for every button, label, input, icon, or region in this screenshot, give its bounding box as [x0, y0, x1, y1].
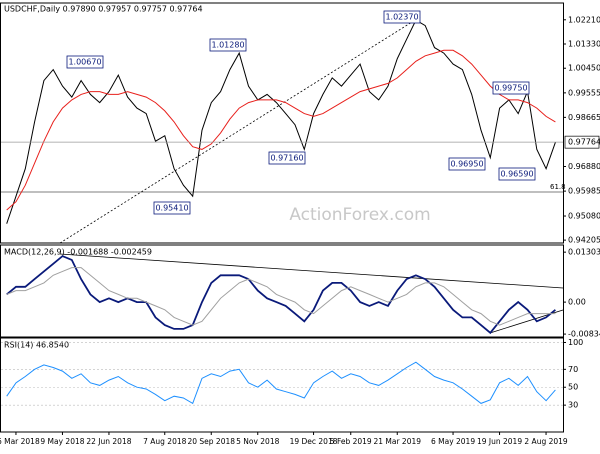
series-line	[6, 255, 556, 335]
x-tick-label: 5 Feb 2019	[330, 437, 372, 446]
annotation: 1.02370	[385, 13, 418, 22]
x-tick-label: 19 Jun 2019	[477, 437, 522, 446]
x-tick-label: 21 Mar 2019	[373, 437, 421, 446]
x-tick-label: 5 Nov 2018	[236, 437, 279, 446]
last-price-box	[564, 135, 600, 149]
y-tick-label: 0.00	[568, 298, 586, 307]
x-tick-label: 22 Jun 2018	[86, 437, 131, 446]
y-tick-label: 0.96880	[568, 162, 600, 171]
macd-trend	[59, 253, 564, 289]
annotation-box	[498, 167, 536, 181]
rsi-title: RSI(14) 46.8540	[4, 341, 69, 350]
trend-line	[59, 16, 421, 244]
annotation: 0.95410	[155, 204, 188, 213]
x-tick-label: 26 Mar 2018	[0, 437, 40, 446]
series-line	[6, 49, 556, 211]
x-tick-label: 19 Dec 2018	[290, 437, 338, 446]
y-tick-label: -0.00834	[568, 330, 600, 339]
y-tick-label: 0.95985	[568, 187, 600, 196]
annotation: 0.97160	[270, 154, 303, 163]
y-tick-label: 1.00450	[568, 64, 600, 73]
y-tick-label: 1.01330	[568, 40, 600, 49]
last-price-label: 0.97764	[568, 138, 600, 147]
series-line	[6, 19, 556, 224]
series-line	[6, 267, 556, 326]
y-tick-label: 70	[568, 365, 578, 374]
annotation-box	[383, 10, 421, 24]
panel-frame	[0, 337, 564, 433]
annotation: 1.00670	[68, 58, 101, 67]
annotation: 0.96950	[450, 160, 483, 169]
series-line	[6, 361, 556, 405]
x-tick-label: 20 Sep 2018	[187, 437, 235, 446]
annotation-box	[153, 201, 191, 215]
macd-title: MACD(12,26,9) -0.001688 -0.002459	[4, 248, 152, 257]
annotation: 0.99750	[494, 84, 527, 93]
y-tick-label: 0.98665	[568, 113, 600, 122]
watermark: ActionForex.com	[289, 205, 430, 225]
annotation: 0.96590	[500, 170, 533, 179]
x-tick-label: 6 May 2019	[431, 437, 475, 446]
y-tick-label: 100	[568, 338, 583, 347]
annotation-box	[66, 55, 104, 69]
annotation-box	[492, 81, 530, 95]
y-tick-label: 50	[568, 383, 578, 392]
y-tick-label: 0.94205	[568, 236, 600, 245]
x-tick-label: 7 Aug 2018	[143, 437, 186, 446]
y-tick-label: 0.95080	[568, 212, 600, 221]
y-tick-label: 0.013034	[568, 248, 600, 257]
annotation-box	[448, 157, 486, 171]
x-tick-label: 9 May 2018	[40, 437, 84, 446]
y-tick-label: 1.02210	[568, 15, 600, 24]
y-tick-label: 30	[568, 401, 578, 410]
annotation: 1.01280	[211, 41, 244, 50]
fib-label: 61.8	[550, 183, 566, 191]
annotation-box	[209, 38, 247, 52]
x-tick-label: 2 Aug 2019	[524, 437, 567, 446]
chart-title: USDCHF,Daily 0.97890 0.97957 0.97757 0.9…	[4, 5, 203, 14]
y-tick-label: 0.99555	[568, 88, 600, 97]
panel-frame	[0, 2, 564, 244]
annotation-box	[268, 151, 306, 165]
panel-frame	[0, 244, 564, 338]
